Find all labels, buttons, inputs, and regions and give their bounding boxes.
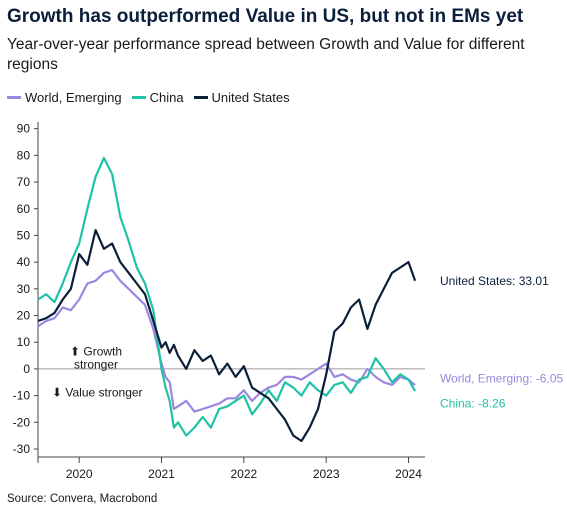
growth-stronger-line1: ⬆ Growth xyxy=(70,345,122,359)
y-tick-label: 10 xyxy=(17,335,31,349)
y-tick-label: 80 xyxy=(17,148,31,162)
y-tick-label: 20 xyxy=(17,309,31,323)
y-tick-label: -30 xyxy=(13,442,31,456)
y-tick-label: -20 xyxy=(13,415,31,429)
legend-label-china: China xyxy=(149,90,184,105)
annotation-layer: ⬆ Growth stronger ⬇ Value stronger United… xyxy=(52,274,563,411)
legend-item-world-emerging: World, Emerging xyxy=(7,90,122,105)
x-tick-label: 2023 xyxy=(313,467,340,481)
y-tick-label: -10 xyxy=(13,389,31,403)
y-tick-label: 60 xyxy=(17,202,31,216)
y-tick-label: 0 xyxy=(23,362,30,376)
y-tick-label: 30 xyxy=(17,282,31,296)
axes-layer: 90 80 70 60 50 40 30 20 10 0 -10 -20 -30 2020 2021 2022… xyxy=(13,122,425,481)
chart-title: Growth has outperformed Value in US, but… xyxy=(7,6,524,27)
series-line-united-states xyxy=(37,229,417,443)
legend-swatch-world-emerging xyxy=(7,96,21,99)
legend-swatch-united-states xyxy=(193,96,208,99)
legend-swatch-china xyxy=(131,96,146,99)
value-stronger-annotation: ⬇ Value stronger xyxy=(52,386,143,400)
em-end-label: World, Emerging: -6.05 xyxy=(440,371,563,385)
x-tick-label: 2020 xyxy=(66,467,93,481)
y-tick-label: 40 xyxy=(17,255,31,269)
legend-label-united-states: United States xyxy=(211,90,290,105)
growth-stronger-annotation: ⬆ Growth stronger xyxy=(70,345,122,372)
legend-item-china: China xyxy=(131,90,184,105)
legend-item-united-states: United States xyxy=(193,90,290,105)
us-end-label: United States: 33.01 xyxy=(440,274,549,288)
series-layer xyxy=(37,156,417,443)
china-end-label: China: -8.26 xyxy=(440,397,506,411)
legend-label-world-emerging: World, Emerging xyxy=(25,90,122,105)
x-tick-label: 2024 xyxy=(395,467,422,481)
series-line-world-emerging xyxy=(37,269,416,413)
y-tick-label: 70 xyxy=(17,175,31,189)
series-line-china xyxy=(37,156,417,437)
x-tick-label: 2022 xyxy=(230,467,257,481)
chart-subtitle: Year-over-year performance spread betwee… xyxy=(7,36,525,73)
growth-stronger-line2: stronger xyxy=(74,358,118,372)
chart-legend: World, Emerging China United States xyxy=(7,90,290,105)
y-tick-label: 50 xyxy=(17,228,31,242)
x-tick-label: 2021 xyxy=(148,467,175,481)
y-tick-label: 90 xyxy=(17,122,31,136)
source-note: Source: Convera, Macrobond xyxy=(7,493,158,505)
